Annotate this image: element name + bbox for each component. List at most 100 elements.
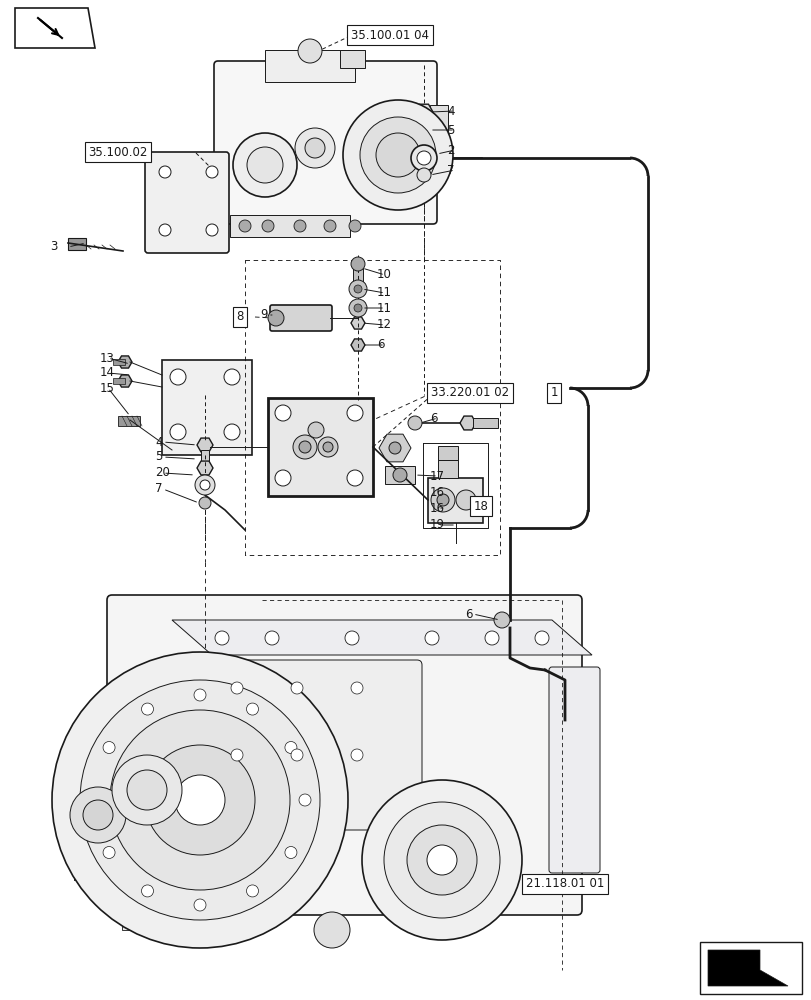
Circle shape xyxy=(424,631,439,645)
Circle shape xyxy=(247,703,258,715)
Circle shape xyxy=(354,304,362,312)
Circle shape xyxy=(194,899,206,911)
Polygon shape xyxy=(172,620,591,655)
Circle shape xyxy=(323,442,333,452)
Circle shape xyxy=(410,145,436,171)
Bar xyxy=(162,910,182,928)
Circle shape xyxy=(89,794,101,806)
Circle shape xyxy=(195,475,215,495)
Circle shape xyxy=(346,470,363,486)
Circle shape xyxy=(112,755,182,825)
FancyBboxPatch shape xyxy=(107,595,581,915)
Polygon shape xyxy=(414,104,432,120)
Circle shape xyxy=(294,220,306,232)
Circle shape xyxy=(262,220,273,232)
Circle shape xyxy=(350,682,363,694)
FancyBboxPatch shape xyxy=(162,360,251,455)
Circle shape xyxy=(215,631,229,645)
Circle shape xyxy=(230,682,242,694)
Circle shape xyxy=(298,39,322,63)
Circle shape xyxy=(388,442,401,454)
Circle shape xyxy=(393,468,406,482)
Circle shape xyxy=(194,689,206,701)
Circle shape xyxy=(493,612,509,628)
Bar xyxy=(68,238,86,250)
Polygon shape xyxy=(118,356,132,368)
Circle shape xyxy=(407,416,422,430)
FancyBboxPatch shape xyxy=(270,305,332,331)
Text: 8: 8 xyxy=(236,310,243,324)
Text: 18: 18 xyxy=(473,499,488,512)
Circle shape xyxy=(70,787,126,843)
Text: 3: 3 xyxy=(50,240,58,253)
Circle shape xyxy=(206,224,217,236)
Text: 35.100.01 04: 35.100.01 04 xyxy=(350,29,428,42)
Text: 5: 5 xyxy=(446,124,454,137)
Circle shape xyxy=(224,424,240,440)
Circle shape xyxy=(264,631,279,645)
FancyBboxPatch shape xyxy=(111,722,182,858)
Circle shape xyxy=(349,299,367,317)
Text: 7: 7 xyxy=(155,483,162,495)
Polygon shape xyxy=(197,461,212,475)
Circle shape xyxy=(83,800,113,830)
Polygon shape xyxy=(74,750,122,880)
Circle shape xyxy=(350,257,365,271)
Polygon shape xyxy=(379,434,410,462)
Circle shape xyxy=(103,742,115,754)
Text: 4: 4 xyxy=(446,105,454,118)
Text: 9: 9 xyxy=(260,308,267,322)
Circle shape xyxy=(534,631,548,645)
FancyBboxPatch shape xyxy=(214,61,436,224)
Polygon shape xyxy=(350,317,365,329)
Bar xyxy=(113,378,125,384)
Text: 2: 2 xyxy=(446,144,454,157)
Circle shape xyxy=(342,100,453,210)
Bar xyxy=(118,416,139,426)
Polygon shape xyxy=(707,950,787,986)
Circle shape xyxy=(417,151,431,165)
Circle shape xyxy=(484,631,499,645)
Circle shape xyxy=(314,912,350,948)
Bar xyxy=(437,460,457,478)
Text: 4: 4 xyxy=(155,436,162,448)
Circle shape xyxy=(354,285,362,293)
Circle shape xyxy=(159,224,171,236)
Polygon shape xyxy=(460,416,475,430)
Circle shape xyxy=(206,166,217,178)
Circle shape xyxy=(169,424,186,440)
Circle shape xyxy=(103,846,115,858)
Circle shape xyxy=(169,369,186,385)
Circle shape xyxy=(233,133,297,197)
Text: 33.220.01 02: 33.220.01 02 xyxy=(431,386,508,399)
Bar xyxy=(264,50,354,82)
Bar xyxy=(340,50,365,68)
Circle shape xyxy=(159,166,171,178)
Text: 11: 11 xyxy=(376,302,392,314)
Circle shape xyxy=(298,794,311,806)
Circle shape xyxy=(362,780,521,940)
Circle shape xyxy=(200,480,210,490)
Circle shape xyxy=(275,470,290,486)
Circle shape xyxy=(294,128,335,168)
Circle shape xyxy=(375,133,419,177)
Circle shape xyxy=(406,825,476,895)
Text: 6: 6 xyxy=(376,338,384,352)
Text: 19: 19 xyxy=(430,518,444,532)
Text: 20: 20 xyxy=(155,466,169,480)
Circle shape xyxy=(247,885,258,897)
Circle shape xyxy=(145,745,255,855)
Bar xyxy=(230,215,350,237)
Polygon shape xyxy=(350,339,365,351)
Circle shape xyxy=(345,631,358,645)
Circle shape xyxy=(436,494,448,506)
Circle shape xyxy=(109,710,290,890)
Circle shape xyxy=(349,220,361,232)
Bar xyxy=(473,418,497,428)
Circle shape xyxy=(350,749,363,761)
Circle shape xyxy=(307,422,324,438)
Circle shape xyxy=(80,680,320,920)
Text: 15: 15 xyxy=(100,381,114,394)
Text: 11: 11 xyxy=(376,286,392,300)
Bar xyxy=(437,446,457,460)
